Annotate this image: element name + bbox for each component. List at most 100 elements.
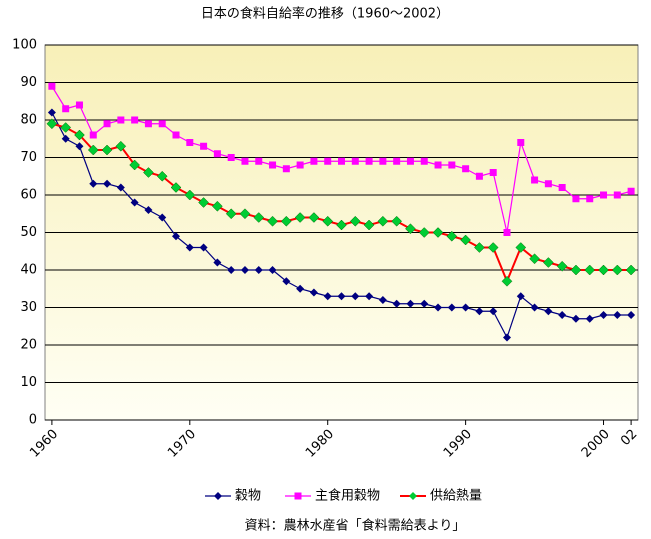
point [627,311,636,319]
point [212,200,223,212]
point [172,131,180,139]
point [378,296,387,304]
point [517,139,525,146]
point [116,183,125,192]
point [613,311,622,319]
point [598,264,609,276]
point [448,161,456,169]
point [268,266,277,274]
point [544,307,553,316]
y-tick-label: 60 [20,188,37,203]
point [434,161,442,169]
point [170,182,182,193]
point [613,191,621,199]
y-tick-label: 90 [20,75,37,90]
point [363,219,375,231]
point [48,82,56,90]
point [461,303,470,312]
point [611,264,623,276]
point [600,191,608,199]
point [379,157,387,165]
point [337,292,346,301]
y-tick-label: 100 [12,38,37,53]
y-tick-label: 50 [20,225,37,240]
point [365,157,373,165]
source-note: 資料：農林水産省「食料需給表より」 [245,518,466,534]
point [115,140,127,152]
point [117,116,125,124]
point [475,307,484,316]
point [143,167,154,178]
point [460,234,471,246]
point [130,198,139,207]
point [74,129,85,141]
y-tick-label: 30 [20,300,37,315]
point [267,215,278,227]
point [61,134,70,143]
point [503,229,511,236]
point [227,266,236,274]
point [351,157,359,165]
point [213,150,221,158]
point [529,253,540,265]
point [420,157,428,165]
point [351,292,360,301]
point [186,139,194,146]
point [185,243,194,252]
legend-label: 主食用穀物 [315,488,380,504]
point [131,116,139,124]
point [475,172,483,180]
legend-marker [409,492,417,500]
y-tick-label: 80 [20,113,37,128]
point [489,169,497,176]
point [282,277,291,286]
point [515,242,527,253]
point [198,197,209,208]
point [432,227,444,238]
point [282,165,290,173]
point [47,108,56,117]
point [365,292,374,301]
x-tick-label: 02 [618,427,640,449]
y-tick-label: 20 [20,338,37,353]
point [570,264,582,276]
point [62,105,70,113]
point [240,266,249,274]
point [393,157,401,165]
point [227,154,235,161]
point [406,157,414,165]
point [406,299,415,308]
point [544,180,552,188]
point [294,212,306,223]
point [625,264,637,276]
legend-label: 穀物 [235,489,261,504]
point [296,284,305,293]
point [489,307,498,316]
point [462,165,470,173]
point [172,232,181,241]
point [255,157,263,165]
point [156,170,168,182]
legend-label: 供給熱量 [430,489,482,504]
point [599,311,608,319]
point [418,227,430,238]
y-tick-label: 10 [20,375,37,390]
point [89,131,97,139]
x-tick-label: 2000 [579,427,613,461]
point [571,314,580,323]
point [269,161,277,169]
point [323,292,332,301]
point [336,219,347,231]
chart-title: 日本の食料自給率の推移（1960～2002） [201,6,449,22]
point [213,258,222,267]
x-tick-label: 1960 [27,427,61,461]
point [627,187,635,195]
point [572,195,580,203]
x-tick-label: 1990 [441,427,475,461]
point [392,299,401,308]
point [254,266,263,274]
point [324,157,332,165]
point [405,223,416,235]
point [87,144,99,156]
point [200,142,208,150]
